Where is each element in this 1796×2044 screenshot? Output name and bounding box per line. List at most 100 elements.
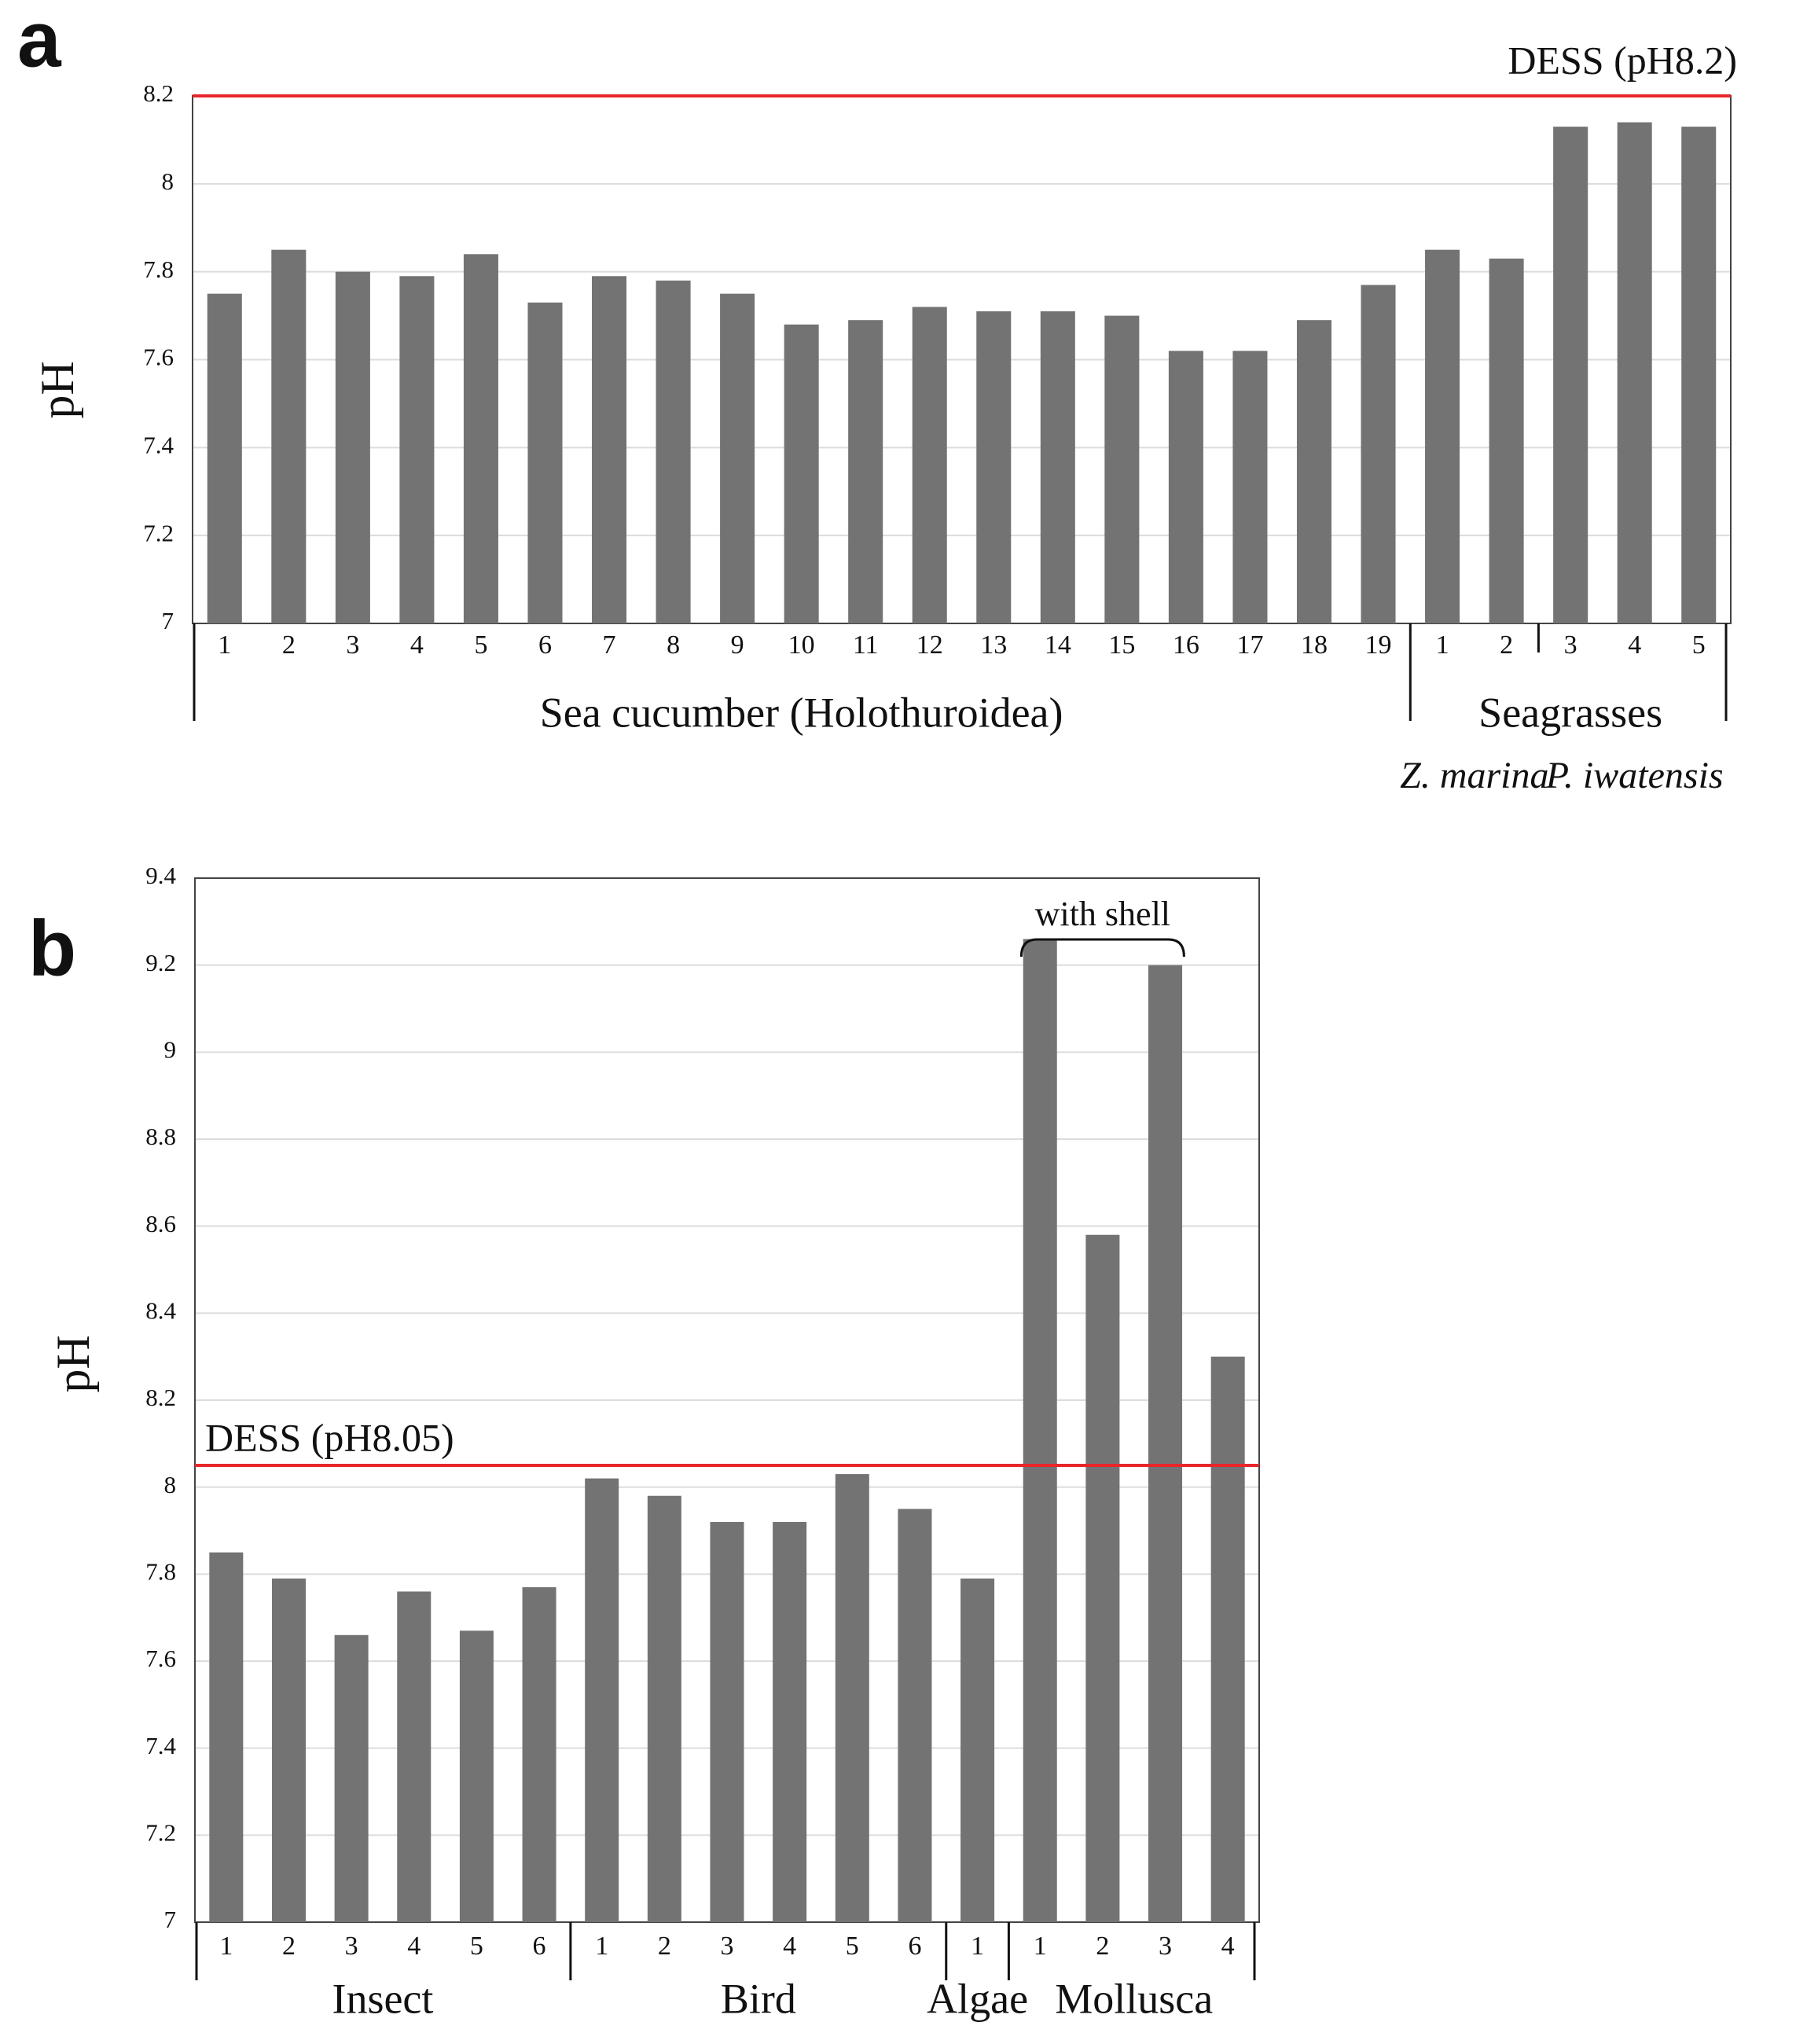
x-tick-label: 5 [470, 1932, 483, 1961]
bar [592, 276, 627, 623]
bar [463, 254, 498, 623]
group-label: Seagrasses [1478, 689, 1662, 736]
bar [710, 1521, 744, 1922]
x-tick-label: 3 [1159, 1932, 1172, 1961]
bar [1210, 1356, 1245, 1922]
group-label: Mollusca [1055, 1975, 1213, 2022]
bar [1085, 1234, 1120, 1922]
x-tick-label: 15 [1108, 630, 1135, 660]
x-tick-label: 2 [282, 1932, 296, 1961]
x-tick-label: 5 [846, 1932, 859, 1961]
x-tick-label: 9 [731, 630, 744, 660]
x-tick-label: 14 [1045, 630, 1071, 660]
y-tick-label: 9.2 [145, 949, 176, 976]
bar [773, 1521, 807, 1922]
x-tick-label: 2 [658, 1932, 671, 1961]
x-tick-label: 4 [407, 1932, 421, 1961]
y-axis-label: pH [47, 1335, 99, 1392]
y-tick-label: 8.4 [145, 1296, 176, 1324]
bar [522, 1586, 556, 1922]
bar [1361, 285, 1396, 623]
x-tick-label: 6 [538, 630, 552, 660]
x-tick-label: 12 [916, 630, 943, 660]
bar [835, 1474, 869, 1922]
x-tick-label: 10 [788, 630, 815, 660]
bar [397, 1591, 432, 1922]
bar [1425, 249, 1460, 623]
bar [912, 307, 947, 623]
y-tick-label: 7.4 [145, 1732, 176, 1759]
bar [1104, 315, 1140, 623]
bar [1023, 939, 1057, 1922]
x-tick-label: 4 [410, 630, 424, 660]
bar [209, 1552, 244, 1922]
bar [1232, 351, 1268, 623]
group-label: Insect [332, 1975, 433, 2022]
y-tick-label: 8.2 [143, 79, 174, 107]
bar [1168, 351, 1203, 623]
bar [271, 1578, 306, 1922]
x-tick-label: 2 [1096, 1932, 1109, 1961]
annotation-brace [1019, 938, 1185, 958]
subgroup-label: Z. marina [1400, 755, 1548, 796]
x-tick-label: 4 [1628, 630, 1641, 660]
y-tick-label: 8 [162, 167, 174, 195]
x-tick-label: 5 [474, 630, 487, 660]
x-tick-label: 1 [971, 1932, 984, 1961]
bar [720, 293, 755, 623]
x-tick-label: 1 [1436, 630, 1449, 660]
bar [1296, 320, 1331, 623]
bar [399, 276, 435, 623]
x-tick-label: 1 [1034, 1932, 1047, 1961]
y-tick-label: 7.8 [143, 256, 174, 283]
y-tick-label: 9.4 [145, 862, 176, 889]
bar [898, 1509, 932, 1922]
x-tick-label: 6 [908, 1932, 921, 1961]
x-tick-label: 4 [1221, 1932, 1235, 1961]
bar [848, 320, 883, 623]
x-tick-label: 18 [1301, 630, 1328, 660]
annotation: with shell [1035, 895, 1170, 933]
y-tick-label: 7.4 [143, 431, 174, 458]
y-tick-label: 7.6 [143, 344, 174, 371]
y-tick-label: 7.8 [145, 1557, 176, 1585]
y-tick-label: 7 [164, 1906, 177, 1933]
subgroup-label: P. iwatensis [1545, 755, 1724, 796]
reference-label: DESS (pH8.2) [1508, 38, 1737, 82]
bar [335, 271, 370, 623]
bar [960, 1578, 995, 1922]
bar [1489, 258, 1524, 623]
x-tick-label: 19 [1365, 630, 1392, 660]
x-tick-label: 3 [721, 1932, 734, 1961]
x-tick-label: 7 [603, 630, 616, 660]
y-axis-label: pH [31, 361, 83, 418]
y-tick-label: 7.2 [143, 519, 174, 546]
x-tick-label: 1 [595, 1932, 608, 1961]
y-tick-label: 7.6 [145, 1645, 176, 1672]
x-tick-label: 17 [1236, 630, 1263, 660]
bar [1553, 127, 1588, 623]
y-tick-label: 7 [162, 607, 174, 634]
x-tick-label: 8 [667, 630, 680, 660]
y-tick-label: 8.2 [145, 1384, 176, 1411]
bar [976, 311, 1012, 623]
bar [459, 1630, 494, 1922]
x-tick-label: 13 [980, 630, 1007, 660]
x-tick-label: 11 [853, 630, 879, 660]
bar [784, 324, 819, 623]
y-tick-label: 8 [164, 1471, 177, 1498]
bar [656, 280, 691, 623]
bar [647, 1495, 681, 1922]
panel-label: a [17, 0, 62, 83]
x-tick-label: 2 [1500, 630, 1513, 660]
x-tick-label: 16 [1173, 630, 1199, 660]
bar [1681, 127, 1717, 623]
bar [334, 1634, 369, 1922]
bar [271, 249, 307, 623]
x-tick-label: 5 [1692, 630, 1706, 660]
y-tick-label: 7.2 [145, 1818, 176, 1846]
y-tick-label: 9 [164, 1035, 177, 1063]
group-label: Bird [721, 1975, 796, 2022]
reference-label: DESS (pH8.05) [205, 1415, 454, 1459]
